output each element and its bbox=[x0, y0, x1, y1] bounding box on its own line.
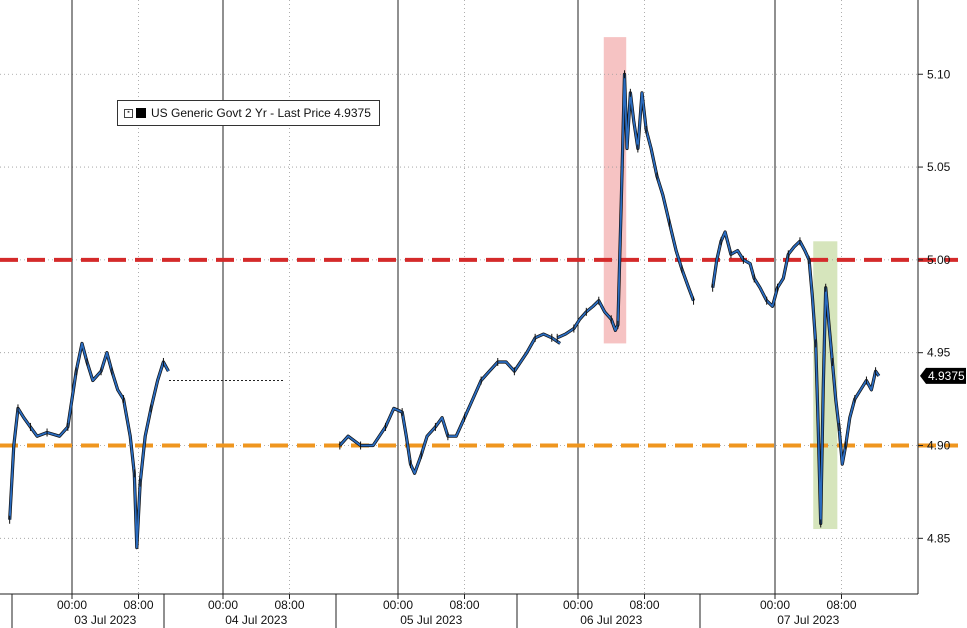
series-line bbox=[339, 333, 561, 475]
x-tick-label: 08:00 bbox=[449, 598, 479, 612]
highlight-regions bbox=[603, 37, 838, 530]
y-tick-label: 4.95 bbox=[927, 346, 951, 360]
last-price-label: 4.9375 bbox=[928, 369, 965, 383]
x-date-label: 04 Jul 2023 bbox=[225, 613, 287, 627]
x-tick-label: 00:00 bbox=[57, 598, 87, 612]
x-date-label: 07 Jul 2023 bbox=[777, 613, 839, 627]
chart-legend[interactable]: ▪ US Generic Govt 2 Yr - Last Price 4.93… bbox=[117, 100, 380, 126]
y-tick-label: 4.90 bbox=[927, 439, 951, 453]
y-tick-label: 5.00 bbox=[927, 253, 951, 267]
reference-lines bbox=[0, 257, 958, 448]
x-date-label: 05 Jul 2023 bbox=[400, 613, 462, 627]
y-tick-label: 5.05 bbox=[927, 160, 951, 174]
x-date-label: 06 Jul 2023 bbox=[580, 613, 642, 627]
series-line-shadow bbox=[711, 230, 881, 526]
legend-swatch bbox=[136, 108, 146, 118]
x-date-label: 03 Jul 2023 bbox=[74, 613, 136, 627]
legend-toggle-icon[interactable]: ▪ bbox=[124, 108, 133, 118]
x-tick-label: 08:00 bbox=[123, 598, 153, 612]
legend-label: US Generic Govt 2 Yr - Last Price 4.9375 bbox=[151, 106, 371, 120]
series-line bbox=[556, 73, 695, 339]
series-line bbox=[8, 342, 170, 549]
series-line-shadow bbox=[338, 332, 561, 475]
y-tick-label: 5.10 bbox=[927, 67, 951, 81]
y-tick-label: 4.85 bbox=[927, 531, 951, 545]
x-tick-label: 08:00 bbox=[629, 598, 659, 612]
x-tick-label: 00:00 bbox=[760, 598, 790, 612]
x-tick-label: 00:00 bbox=[208, 598, 238, 612]
x-tick-label: 00:00 bbox=[383, 598, 413, 612]
x-tick-label: 00:00 bbox=[563, 598, 593, 612]
x-tick-label: 08:00 bbox=[826, 598, 856, 612]
x-tick-label: 08:00 bbox=[274, 598, 304, 612]
last-price-tag bbox=[920, 367, 966, 384]
price-series bbox=[8, 70, 881, 550]
series-line bbox=[711, 231, 880, 525]
